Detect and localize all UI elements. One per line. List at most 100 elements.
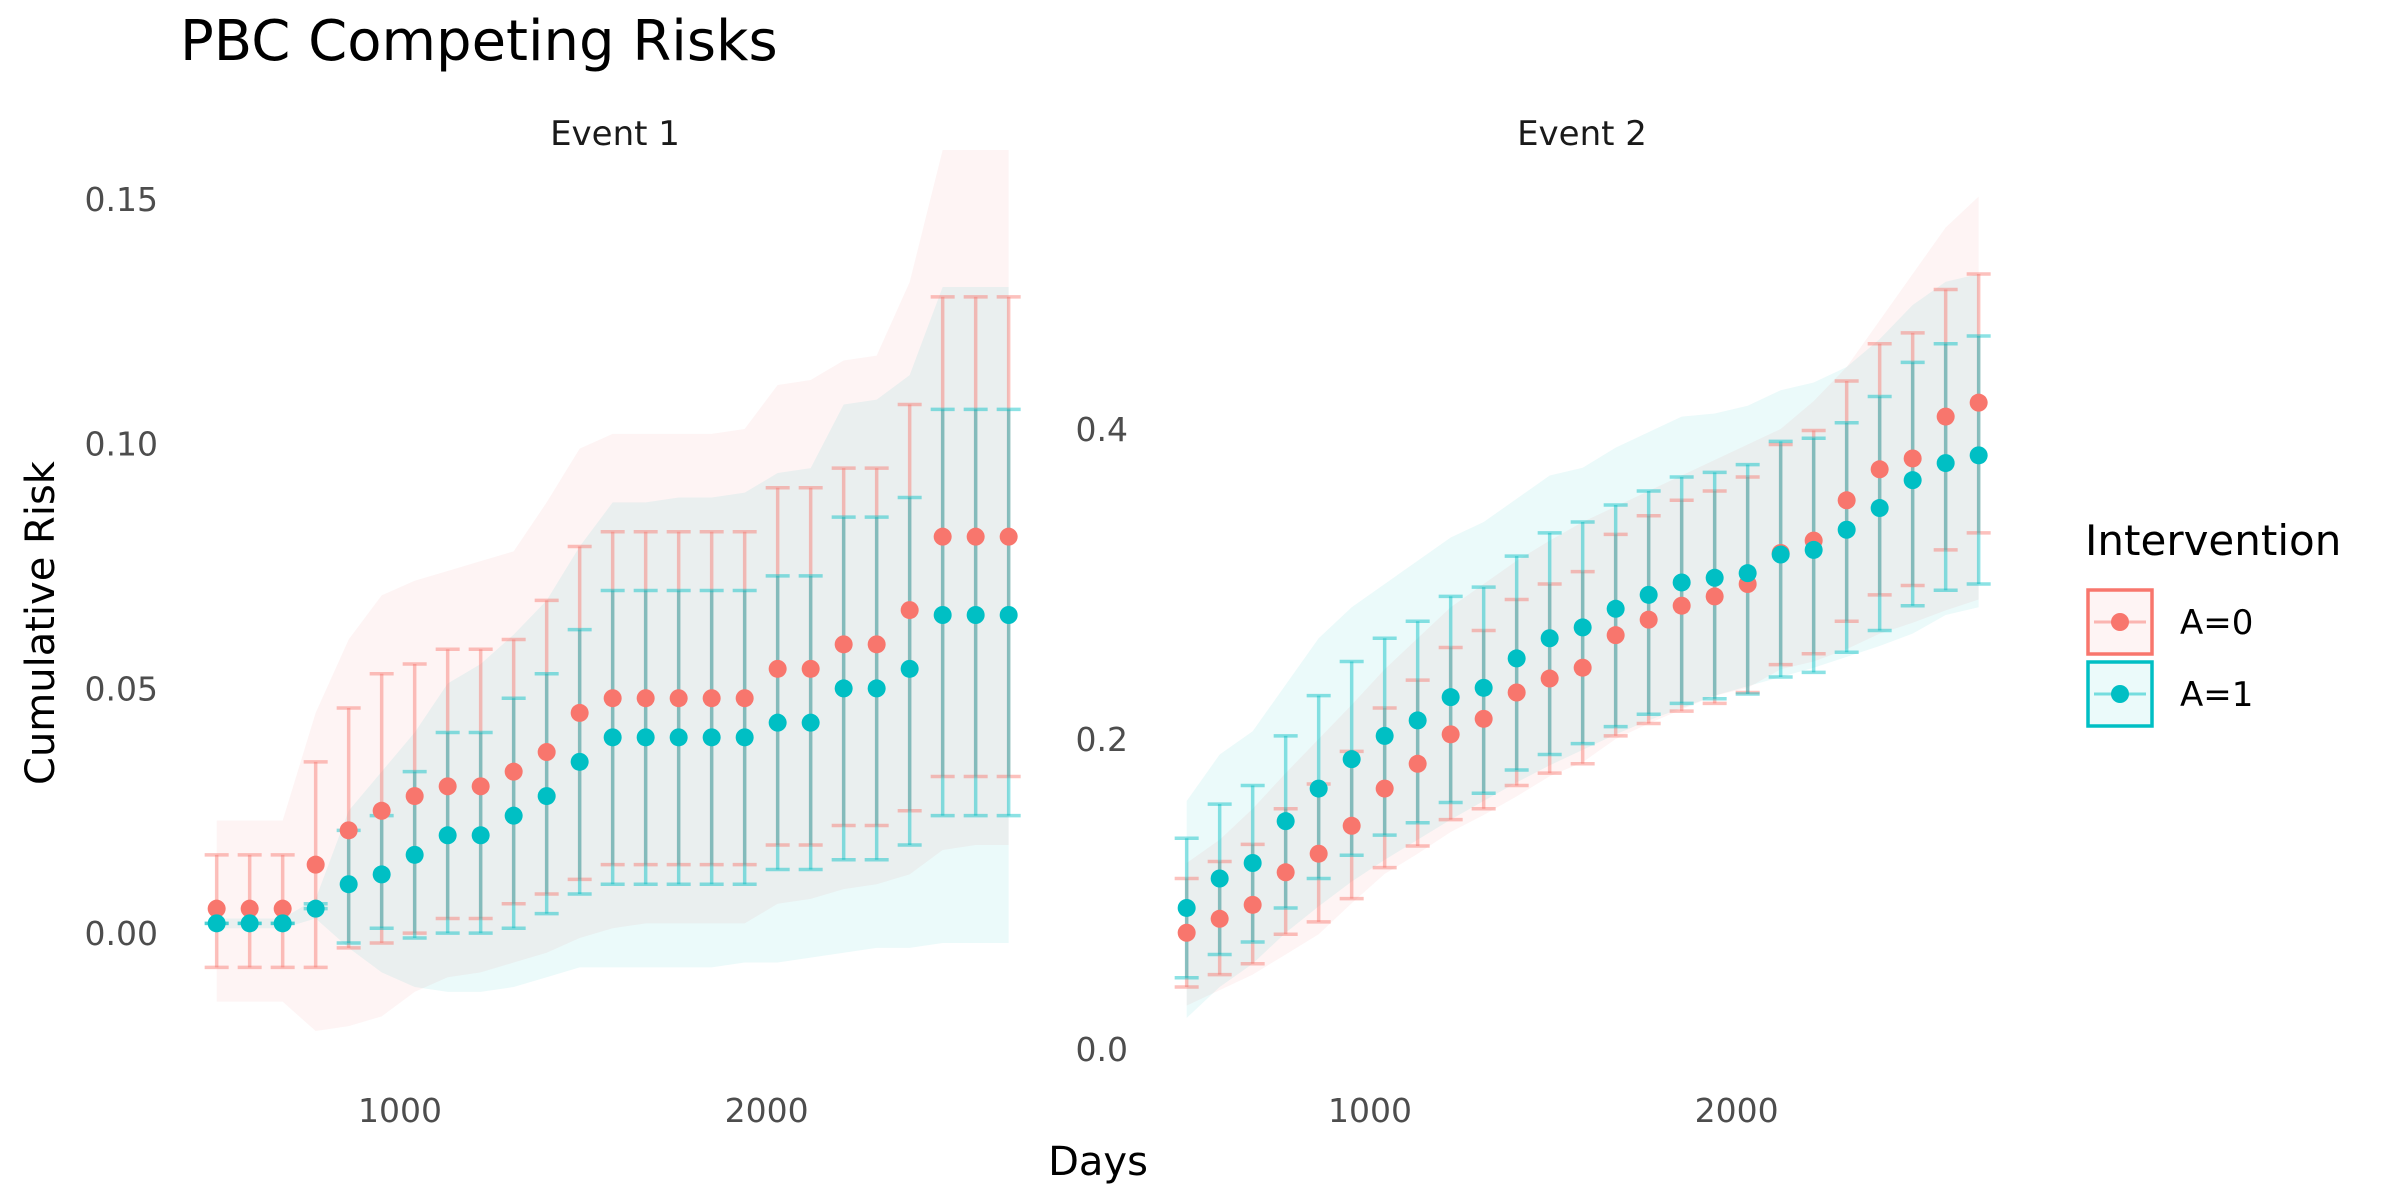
data-point	[306, 855, 325, 874]
legend-entry: A=0	[2086, 588, 2253, 656]
data-point	[1870, 499, 1889, 518]
data-point	[306, 899, 325, 918]
ci-bands	[216, 150, 1009, 1032]
points-A=1	[1177, 446, 1988, 917]
data-point	[339, 875, 358, 894]
data-point	[735, 728, 754, 747]
ci-band-A=0	[1186, 196, 1979, 1006]
data-point	[702, 728, 721, 747]
data-point	[999, 527, 1018, 546]
data-point	[867, 679, 886, 698]
data-point	[702, 689, 721, 708]
data-point	[603, 728, 622, 747]
data-point	[1606, 599, 1625, 618]
data-point	[1441, 688, 1460, 707]
data-point	[768, 713, 787, 732]
chart-title: PBC Competing Risks	[180, 9, 778, 74]
data-point	[1342, 750, 1361, 769]
data-point	[273, 899, 292, 918]
data-point	[372, 865, 391, 884]
data-point	[636, 728, 655, 747]
legend-key-point	[2111, 685, 2129, 703]
data-point	[1738, 564, 1757, 583]
panel-1: Event 1 0.00 0.05 0.10 0.15 1000 2000	[85, 114, 1021, 1130]
data-point	[1177, 923, 1196, 942]
data-point	[1672, 573, 1691, 592]
data-point	[1441, 725, 1460, 744]
y-tick-label: 0.00	[85, 914, 158, 953]
data-point	[966, 606, 985, 624]
ci-bands	[1186, 196, 1979, 1018]
data-point	[537, 743, 556, 762]
data-point	[438, 826, 457, 845]
data-point	[1837, 491, 1856, 510]
data-point	[1573, 658, 1592, 677]
data-point	[1936, 407, 1955, 426]
data-point	[636, 689, 655, 708]
data-point	[1870, 460, 1889, 479]
data-point	[1309, 779, 1328, 798]
data-point	[504, 806, 523, 825]
y-tick-label: 0.0	[1076, 1030, 1128, 1069]
data-point	[1903, 471, 1922, 490]
data-point	[834, 635, 853, 654]
legend-entries: A=0 A=1	[2086, 588, 2253, 728]
data-point	[900, 659, 919, 678]
data-point	[1309, 844, 1328, 863]
panel-2: Event 2 0.0 0.2 0.4 1000 2000	[1076, 114, 1991, 1130]
data-point	[735, 689, 754, 708]
data-point	[1408, 754, 1427, 773]
data-point	[537, 787, 556, 806]
y-tick-label: 0.05	[85, 669, 158, 708]
data-point	[471, 826, 490, 845]
data-point	[1507, 649, 1526, 668]
data-point	[1276, 863, 1295, 882]
data-point	[966, 527, 985, 546]
ci-band-A=1	[216, 287, 1009, 992]
data-point	[669, 728, 688, 747]
data-point	[1243, 854, 1262, 872]
data-point	[933, 606, 952, 624]
legend: Intervention A=0 A=1	[2085, 516, 2341, 728]
data-point	[1903, 449, 1922, 468]
data-point	[1210, 869, 1229, 888]
data-point	[1408, 711, 1427, 730]
points-A=0	[207, 527, 1018, 918]
data-point	[801, 659, 820, 678]
data-point	[1507, 683, 1526, 702]
y-tick-label: 0.4	[1076, 410, 1128, 449]
data-point	[471, 777, 490, 796]
data-point	[1177, 898, 1196, 917]
data-point	[570, 703, 589, 722]
data-point	[405, 845, 424, 864]
data-point	[570, 752, 589, 771]
data-point	[768, 659, 787, 678]
legend-key-point	[2111, 613, 2129, 631]
data-point	[1639, 585, 1658, 604]
y-axis-label: Cumulative Risk	[18, 460, 64, 785]
data-point	[867, 635, 886, 654]
y-tick-label: 0.2	[1076, 720, 1128, 759]
x-tick-label: 1000	[358, 1091, 442, 1130]
x-tick-label: 1000	[1328, 1091, 1412, 1130]
data-point	[1210, 909, 1229, 928]
data-point	[1540, 669, 1559, 688]
data-point	[1936, 454, 1955, 473]
data-point	[1375, 779, 1394, 798]
data-point	[1606, 626, 1625, 645]
data-point	[1474, 709, 1493, 728]
data-point	[603, 689, 622, 708]
data-point	[1705, 568, 1724, 587]
data-point	[1474, 678, 1493, 697]
data-point	[1804, 540, 1823, 559]
legend-label: A=0	[2180, 603, 2253, 643]
data-point	[933, 527, 952, 546]
data-point	[1837, 520, 1856, 539]
data-point	[1705, 587, 1724, 606]
legend-label: A=1	[2180, 675, 2253, 715]
points-A=1	[207, 606, 1018, 933]
data-point	[1573, 618, 1592, 637]
x-tick-label: 2000	[725, 1091, 809, 1130]
